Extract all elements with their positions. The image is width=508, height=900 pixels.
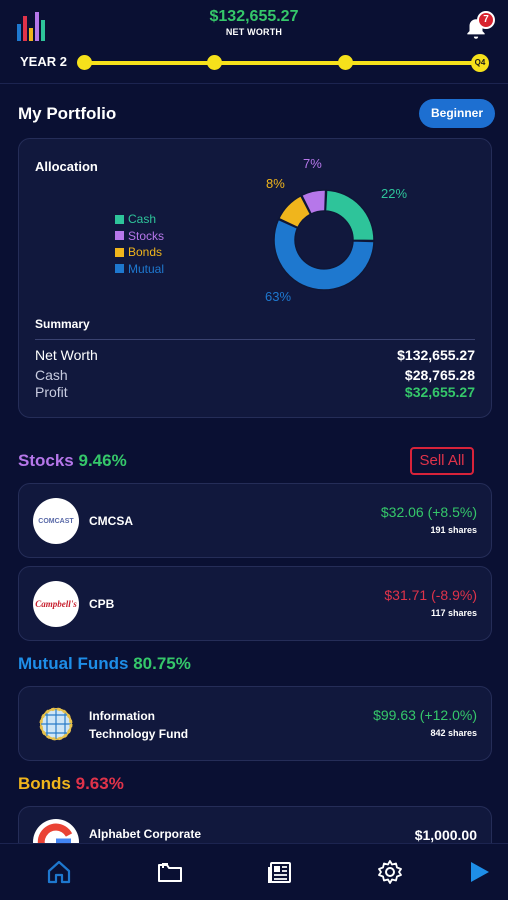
stock-name: CPB [89, 597, 115, 611]
comcast-logo-icon: COMCAST [33, 498, 79, 544]
allocation-donut-chart: 22% 7% 8% 63% [265, 156, 407, 304]
app-logo[interactable] [16, 10, 46, 42]
bonds-section-title: Bonds 9.63% [18, 774, 124, 794]
legend-item-cash: Cash [115, 211, 164, 228]
donut-label-bonds: 8% [266, 176, 285, 191]
allocation-legend: Cash Stocks Bonds Mutual [115, 211, 164, 277]
home-icon[interactable] [45, 858, 73, 886]
fund-name-line1: Information [89, 709, 155, 723]
legend-swatch-bonds [115, 247, 124, 257]
donut-label-mutual: 63% [265, 289, 291, 304]
quarter-dot-q2[interactable] [207, 55, 222, 70]
summary-title: Summary [35, 317, 90, 331]
comcast-logo-text: COMCAST [38, 517, 74, 525]
summary-value: $28,765.28 [404, 367, 475, 383]
top-bar: $132,655.27 NET WORTH 7 YEAR 2 Q4 [0, 0, 508, 84]
level-button[interactable]: Beginner [419, 99, 495, 128]
stock-item-cmcsa[interactable]: COMCAST CMCSA $32.06 (+8.5%) 191 shares [18, 483, 492, 558]
legend-label-mutual: Mutual [128, 261, 165, 276]
bond-price: $1,000.00 [414, 827, 477, 843]
fund-name-line2: Technology Fund [89, 727, 189, 741]
year-progress-track [84, 61, 480, 65]
quarter-dot-q1[interactable] [77, 55, 92, 70]
campbells-logo-text: Campbell's [35, 599, 77, 609]
summary-divider [35, 339, 475, 340]
legend-label-cash: Cash [128, 212, 157, 226]
bonds-title: Bonds [18, 774, 71, 793]
stock-price: $32.06 (+8.5%) [380, 504, 477, 520]
donut-slice-cash [324, 189, 375, 242]
quarter-dot-q4[interactable]: Q4 [471, 54, 489, 72]
allocation-card: Allocation Cash Stocks Bonds Mutual 22% … [18, 138, 492, 418]
donut-label-cash: 22% [381, 186, 407, 201]
play-icon[interactable] [465, 858, 493, 886]
stocks-section-title: Stocks 9.46% [18, 451, 127, 471]
legend-label-stocks: Stocks [128, 228, 165, 243]
summary-label: Profit [35, 384, 68, 400]
stock-shares: 117 shares [430, 608, 477, 618]
summary-label: Net Worth [35, 347, 98, 363]
summary-label: Cash [35, 367, 68, 383]
donut-slice-bonds [277, 194, 312, 229]
quarter-dot-q3[interactable] [338, 55, 353, 70]
gear-icon[interactable] [376, 858, 404, 886]
campbells-logo-icon: Campbell's [33, 581, 79, 627]
mutual-funds-title: Mutual Funds [18, 654, 129, 673]
mutual-funds-section-title: Mutual Funds 80.75% [18, 654, 191, 674]
stock-name: CMCSA [89, 514, 133, 528]
header-net-worth-label: NET WORTH [225, 27, 283, 37]
donut-slice-stocks [300, 189, 327, 216]
portfolio-title: My Portfolio [18, 104, 117, 123]
bottom-nav [0, 843, 508, 900]
legend-swatch-mutual [115, 264, 124, 274]
allocation-title: Allocation [35, 159, 98, 174]
notification-badge: 7 [477, 11, 495, 29]
stocks-percent: 9.46% [78, 451, 127, 470]
sell-all-button[interactable]: Sell All [410, 447, 474, 475]
globe-grid-icon [39, 707, 73, 741]
stocks-title: Stocks [18, 451, 74, 470]
fund-name: Information Technology Fund [89, 707, 188, 743]
legend-swatch-stocks [115, 231, 124, 241]
stock-price: $31.71 (-8.9%) [384, 587, 477, 603]
legend-swatch-cash [115, 214, 124, 224]
mutual-funds-percent: 80.75% [133, 654, 191, 673]
fund-shares: 842 shares [430, 728, 477, 738]
donut-slice-mutual [273, 218, 375, 291]
stock-shares: 191 shares [430, 525, 477, 535]
legend-item-stocks: Stocks [115, 228, 164, 245]
stock-item-cpb[interactable]: Campbell's CPB $31.71 (-8.9%) 117 shares [18, 566, 492, 641]
summary-value: $32,655.27 [404, 384, 475, 400]
legend-item-bonds: Bonds [115, 244, 164, 261]
bond-name: Alphabet Corporate [89, 827, 202, 841]
legend-item-mutual: Mutual [115, 261, 164, 278]
summary-row-net-worth: Net Worth $132,655.27 [35, 347, 475, 363]
folder-icon[interactable] [156, 858, 184, 886]
summary-row-profit: Profit $32,655.27 [35, 384, 475, 400]
donut-label-stocks: 7% [303, 156, 322, 171]
bonds-percent: 9.63% [75, 774, 124, 793]
year-label: YEAR 2 [20, 54, 67, 69]
mutual-fund-item-it[interactable]: Information Technology Fund $99.63 (+12.… [18, 686, 492, 761]
news-icon[interactable] [266, 858, 294, 886]
summary-row-cash: Cash $28,765.28 [35, 367, 475, 383]
summary-value: $132,655.27 [397, 347, 475, 363]
fund-price: $99.63 (+12.0%) [373, 707, 477, 723]
header-net-worth-value: $132,655.27 [209, 8, 299, 25]
legend-label-bonds: Bonds [128, 245, 163, 259]
